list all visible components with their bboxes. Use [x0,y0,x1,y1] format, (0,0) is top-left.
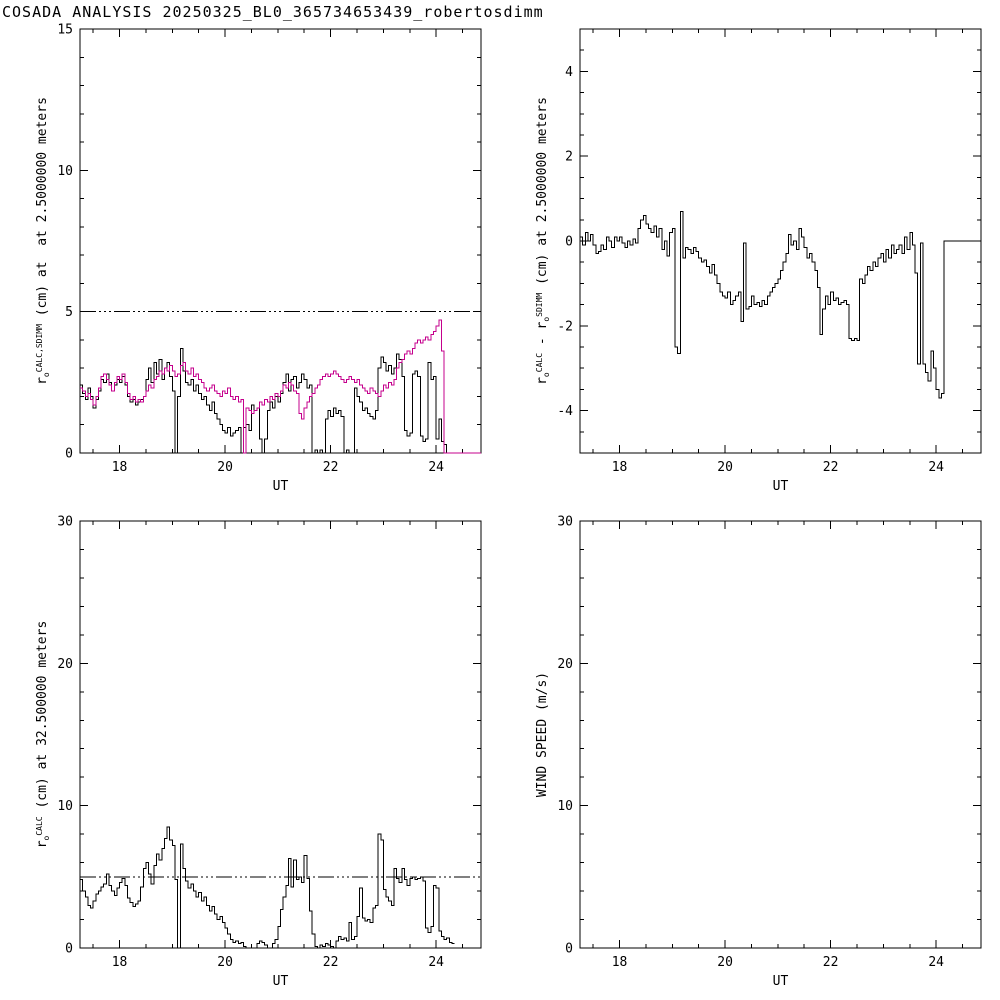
y-tick-label: -2 [557,319,573,334]
x-tick-label: 24 [928,460,944,475]
page-title: COSADA ANALYSIS 20250325_BL0_36573465343… [2,3,544,21]
y-axis-title-segment: r [35,840,50,848]
y-tick-label: 10 [557,799,573,814]
y-axis-title-segment: (cm) at at 2.5000000 meters [35,97,50,324]
y-tick-label: 10 [57,799,73,814]
x-tick-label: 18 [612,460,628,475]
y-axis-title-segment: WIND SPEED (m/s) [535,672,550,797]
y-tick-label: -4 [557,404,573,419]
y-tick-label: 20 [57,657,73,672]
plot-frame [79,28,482,454]
panel-r0-at-32p5m: 18 20 22 24 0 10 20 30 UT roCALC (cm) at 32.50000… [35,515,482,989]
y-axis-title: WIND SPEED (m/s) [535,672,550,797]
x-tick-label: 24 [428,955,444,970]
y-axis-title: roCALC - roSDIMM (cm) at 2.5000000 meter… [535,97,551,385]
y-tick-label: 15 [57,23,73,38]
x-axis-title: UT [773,479,789,494]
y-tick-label: 5 [65,305,73,320]
y-axis-title-segment: - [535,330,550,353]
y-axis-title-segment: CALC [535,353,544,372]
x-tick-label: 24 [928,955,944,970]
x-axis-title: UT [273,479,289,494]
y-tick-label: 0 [565,942,573,957]
plot-frame [579,28,982,454]
y-axis-title-segment: (cm) at 32.500000 meters [35,621,50,817]
plot-frame [579,520,982,949]
y-tick-label: 0 [565,235,573,250]
x-tick-label: 22 [323,460,339,475]
plot-frame [79,520,482,949]
y-tick-label: 30 [557,515,573,530]
panel-r0-at-2p5m: 18 20 22 24 0 5 10 15 UT roCALC,SDIMM (cm) at at … [35,23,482,494]
y-axis-title-segment: o [542,317,551,322]
y-axis-title-segment: CALC,SDIMM [35,324,44,372]
x-tick-label: 22 [823,460,839,475]
y-axis-title: roCALC (cm) at 32.500000 meters [35,621,51,849]
y-axis-title-segment: o [42,835,51,840]
y-axis-title-segment: r [35,377,50,385]
y-axis-title-segment: SDIMM [535,293,544,317]
x-tick-label: 20 [717,460,733,475]
x-tick-label: 22 [323,955,339,970]
x-axis-title: UT [273,974,289,989]
x-tick-label: 20 [217,955,233,970]
y-axis-title-segment: CALC [35,816,44,835]
series-r0_sdimm [80,319,481,454]
panel-wind-speed: 18 20 22 24 0 10 20 30 UT WIND SPEED (m/s) [535,515,982,989]
x-tick-label: 20 [717,955,733,970]
y-axis-title-segment: r [535,322,550,330]
x-tick-label: 22 [823,955,839,970]
y-axis-title: roCALC,SDIMM (cm) at at 2.5000000 meters [35,97,51,385]
y-tick-label: 0 [65,942,73,957]
y-tick-label: 2 [565,150,573,165]
y-tick-label: 4 [565,65,573,80]
y-axis-title-segment: o [542,372,551,377]
y-tick-label: 10 [57,164,73,179]
series-r0_calc_minus_r0_sdimm [580,210,981,399]
x-axis-title: UT [773,974,789,989]
y-tick-label: 20 [557,657,573,672]
y-axis-title-segment: r [535,377,550,385]
y-tick-label: 30 [57,515,73,530]
x-tick-label: 18 [112,460,128,475]
x-tick-label: 20 [217,460,233,475]
series-r0_calc_32p5m [80,826,455,949]
x-tick-label: 24 [428,460,444,475]
y-tick-label: 0 [65,447,73,462]
x-tick-label: 18 [112,955,128,970]
y-axis-title-segment: (cm) at 2.5000000 meters [535,97,550,293]
x-tick-label: 18 [612,955,628,970]
series-r0_calc [80,347,450,454]
y-axis-title-segment: o [42,372,51,377]
